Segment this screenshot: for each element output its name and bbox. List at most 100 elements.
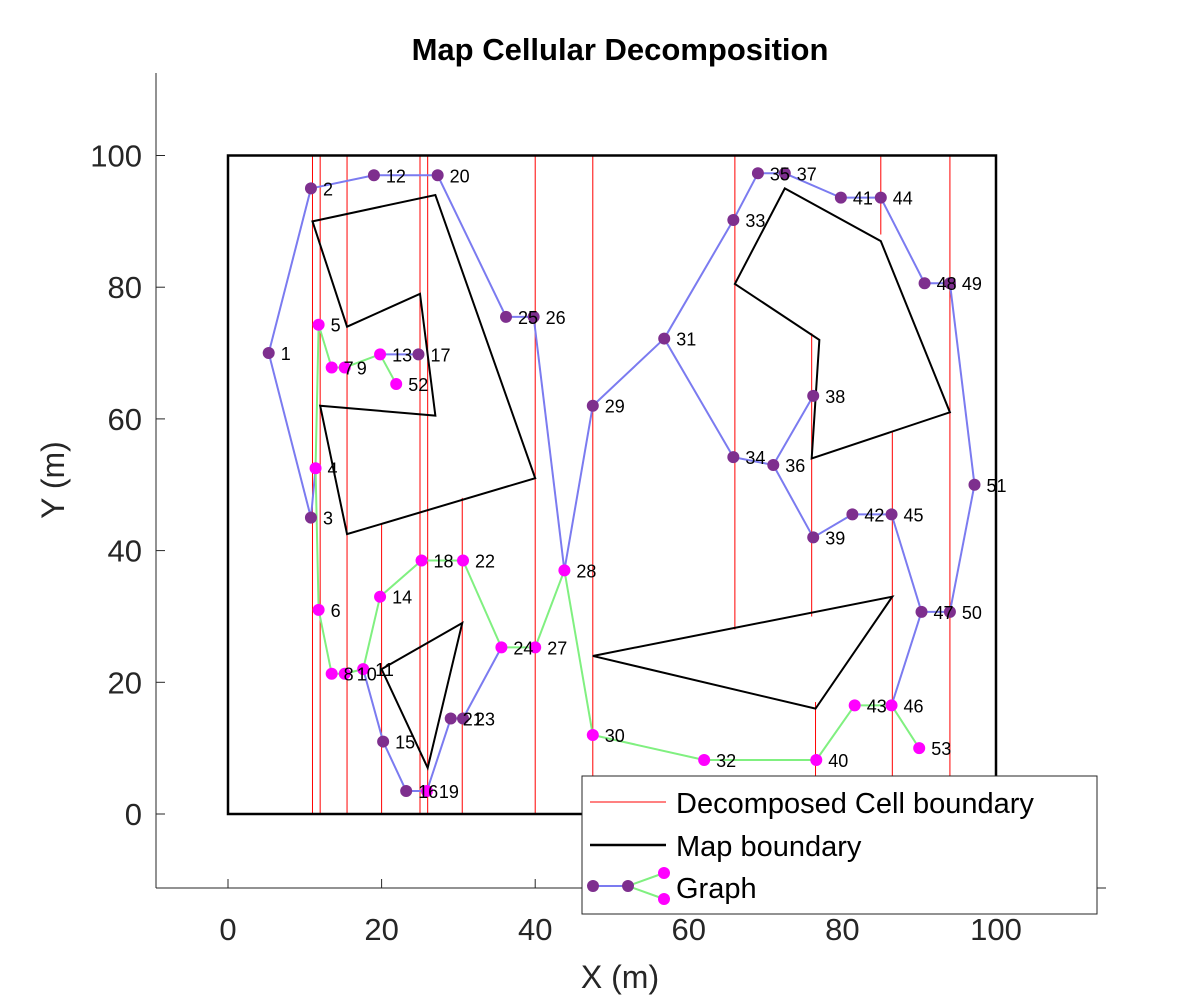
graph-node-19 <box>420 784 433 797</box>
graph-node-53 <box>913 742 926 755</box>
graph-node-2 <box>304 182 317 195</box>
x-tick-label-80: 80 <box>825 912 859 947</box>
graph-node-14 <box>374 590 387 603</box>
graph-edge-1-2 <box>267 188 312 354</box>
graph-node-34 <box>727 451 740 464</box>
graph-nodes <box>262 167 981 797</box>
graph-edge-11-14 <box>362 596 382 670</box>
node-label-27: 27 <box>547 638 567 658</box>
graph-node-50 <box>943 605 956 618</box>
graph-node-7 <box>325 361 338 374</box>
x-tick-label-60: 60 <box>672 912 706 947</box>
node-label-37: 37 <box>797 164 817 184</box>
graph-node-21 <box>444 712 457 725</box>
node-label-9: 9 <box>357 359 367 379</box>
graph-node-12 <box>367 169 380 182</box>
cell-boundaries <box>311 155 951 814</box>
graph-edge-40-43 <box>815 704 856 761</box>
graph-edge-1-3 <box>267 352 312 518</box>
graph-node-1 <box>262 347 275 360</box>
graph-edge-28-29 <box>563 405 594 571</box>
y-axis-label: Y (m) <box>35 441 71 519</box>
node-label-32: 32 <box>716 751 736 771</box>
graph-node-39 <box>807 531 820 544</box>
graph-node-51 <box>968 478 981 491</box>
obstacle-2 <box>380 621 464 771</box>
obstacle-1 <box>311 193 537 536</box>
x-tick-label-0: 0 <box>219 912 236 947</box>
node-label-42: 42 <box>864 505 884 525</box>
graph-edge-5-7 <box>317 324 333 368</box>
graph-edge-23-24 <box>462 646 503 719</box>
node-label-1: 1 <box>281 344 291 364</box>
node-label-22: 22 <box>475 551 495 571</box>
graph-edge-30-32 <box>592 734 705 761</box>
graph-edge-31-33 <box>663 219 735 340</box>
node-label-4: 4 <box>328 459 338 479</box>
node-label-34: 34 <box>745 448 765 468</box>
graph-node-4 <box>309 462 322 475</box>
graph-edge-15-16 <box>382 741 408 792</box>
graph-edge-31-34 <box>663 338 735 458</box>
node-label-33: 33 <box>745 211 765 231</box>
y-tick-label-20: 20 <box>108 665 142 700</box>
graph-node-49 <box>943 277 956 290</box>
graph-edge-11-15 <box>362 668 385 742</box>
graph-edge-37-41 <box>784 172 842 199</box>
graph-node-47 <box>915 605 928 618</box>
node-label-50: 50 <box>962 603 982 623</box>
graph-edge-20-25 <box>436 174 507 318</box>
legend-label-map-boundary: Map boundary <box>676 831 862 863</box>
node-label-6: 6 <box>331 601 341 621</box>
node-label-40: 40 <box>828 751 848 771</box>
y-tick-label-40: 40 <box>108 534 142 569</box>
legend-swatch-graph <box>587 867 670 905</box>
graph-node-15 <box>377 735 390 748</box>
legend: Decomposed Cell boundary Map boundary Gr… <box>581 775 1098 915</box>
graph-node-40 <box>810 754 823 767</box>
obstacles <box>311 187 952 771</box>
graph-node-26 <box>527 310 540 323</box>
graph-node-10 <box>338 667 351 680</box>
graph-edge-46-53 <box>890 704 921 749</box>
graph-node-28 <box>558 564 571 577</box>
node-label-48: 48 <box>937 274 957 294</box>
graph-node-23 <box>457 712 470 725</box>
node-label-18: 18 <box>434 551 454 571</box>
graph-node-9 <box>338 361 351 374</box>
node-label-12: 12 <box>386 166 406 186</box>
node-label-5: 5 <box>331 316 341 336</box>
node-label-29: 29 <box>605 397 625 417</box>
x-tick-label-100: 100 <box>970 912 1022 947</box>
node-label-19: 19 <box>439 782 459 802</box>
graph-edge-44-48 <box>879 197 926 284</box>
node-label-13: 13 <box>392 345 412 365</box>
graph-node-30 <box>586 728 599 741</box>
node-label-2: 2 <box>323 179 333 199</box>
graph-node-20 <box>431 169 444 182</box>
node-label-35: 35 <box>770 164 790 184</box>
graph-node-46 <box>885 699 898 712</box>
graph-node-44 <box>874 191 887 204</box>
y-tick-label-80: 80 <box>108 270 142 305</box>
node-label-51: 51 <box>986 476 1006 496</box>
graph-edge-4-5 <box>314 324 320 469</box>
graph-node-6 <box>312 603 325 616</box>
obstacle-4 <box>733 187 952 460</box>
x-tick-label-20: 20 <box>364 912 398 947</box>
y-tick-label-0: 0 <box>125 797 142 832</box>
node-label-53: 53 <box>931 739 951 759</box>
node-label-24: 24 <box>513 638 533 658</box>
graph-node-35 <box>751 167 764 180</box>
node-label-43: 43 <box>867 696 887 716</box>
node-label-21: 21 <box>463 710 483 730</box>
graph-node-11 <box>357 663 370 676</box>
graph-node-29 <box>586 399 599 412</box>
graph-node-42 <box>846 508 859 521</box>
node-label-45: 45 <box>904 505 924 525</box>
legend-box <box>581 775 1098 915</box>
node-label-49: 49 <box>962 274 982 294</box>
graph-node-27 <box>529 641 542 654</box>
node-label-10: 10 <box>357 665 377 685</box>
node-label-8: 8 <box>344 665 354 685</box>
